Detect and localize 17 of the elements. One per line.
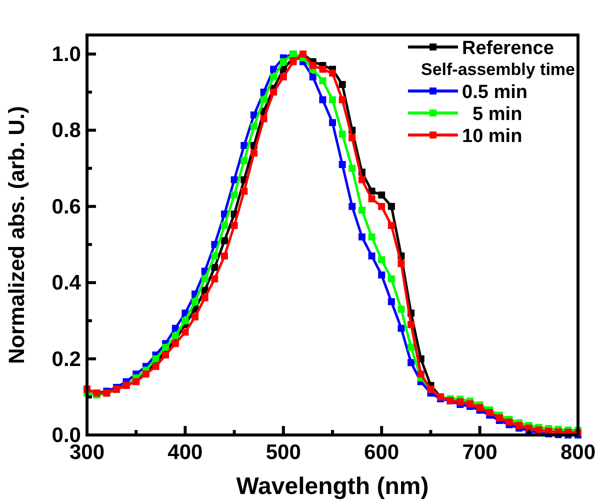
legend-title: Self-assembly time [420,60,576,79]
x-tick-label: 500 [266,441,301,464]
y-tick-label: 0.2 [52,348,81,371]
y-tick-label: 0.6 [52,195,81,218]
y-tick-label: 0.8 [52,119,82,142]
x-tick-label: 700 [462,441,498,464]
y-axis-title: Normalized abs. (arb. U.) [4,106,29,364]
x-tick-label: 400 [168,441,203,464]
x-tick-label: 600 [364,441,400,464]
legend-label: Reference [462,38,554,59]
x-axis-title: Wavelength (nm) [236,473,429,500]
legend-label: 0.5 min [462,82,528,103]
x-tick-label: 800 [560,441,596,464]
legend-label: 10 min [462,126,522,147]
legend-label: 5 min [462,104,522,125]
y-tick-label: 1.0 [52,43,81,66]
y-tick-label: 0.4 [52,272,82,295]
